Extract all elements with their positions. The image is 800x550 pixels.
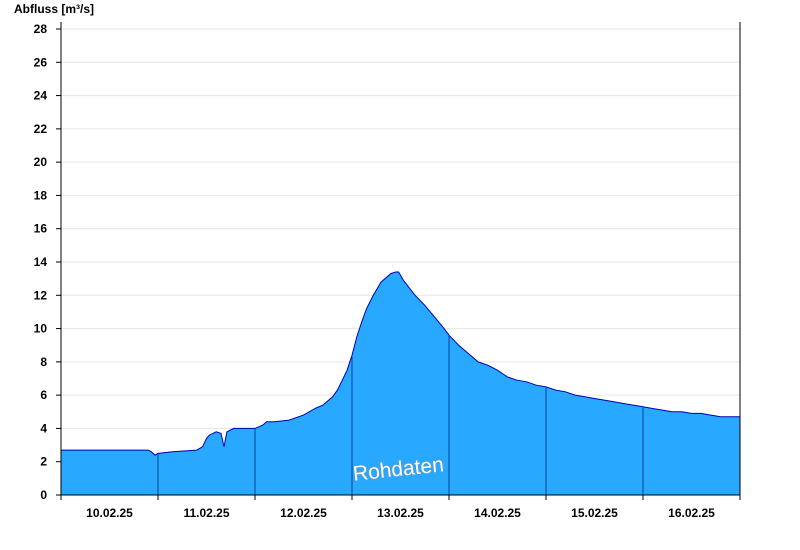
y-tick-label: 12 (34, 288, 48, 302)
x-tick-label: 11.02.25 (183, 506, 229, 520)
x-tick-label: 10.02.25 (86, 506, 133, 520)
x-tick-label: 14.02.25 (474, 506, 521, 520)
y-axis-label: Abfluss [m³/s] (14, 2, 94, 16)
y-tick-label: 14 (34, 255, 48, 269)
y-tick-label: 28 (34, 22, 48, 36)
x-tick-label: 15.02.25 (571, 506, 618, 520)
x-tick-label: 13.02.25 (377, 506, 424, 520)
y-tick-label: 16 (34, 222, 48, 236)
data-area (61, 271, 740, 495)
axes (60, 22, 741, 496)
y-tick-label: 10 (34, 322, 48, 336)
y-tick-label: 0 (40, 488, 47, 502)
y-tick-label: 6 (40, 388, 47, 402)
y-tick-label: 2 (40, 455, 47, 469)
x-tick-label: 16.02.25 (668, 506, 715, 520)
y-tick-label: 24 (34, 89, 48, 103)
y-tick-label: 26 (34, 55, 48, 69)
series-line (61, 271, 740, 456)
y-tick-label: 20 (34, 155, 48, 169)
y-tick-label: 8 (40, 355, 47, 369)
series-area (61, 272, 740, 495)
x-ticks: 10.02.25 11.02.25 12.02.25 13.02.25 14.02.25… (60, 495, 741, 520)
x-tick-label: 12.02.25 (280, 506, 327, 520)
y-tick-label: 4 (40, 421, 47, 435)
y-tick-label: 18 (34, 188, 48, 202)
y-tick-label: 22 (34, 122, 48, 136)
day-separators (157, 335, 644, 495)
